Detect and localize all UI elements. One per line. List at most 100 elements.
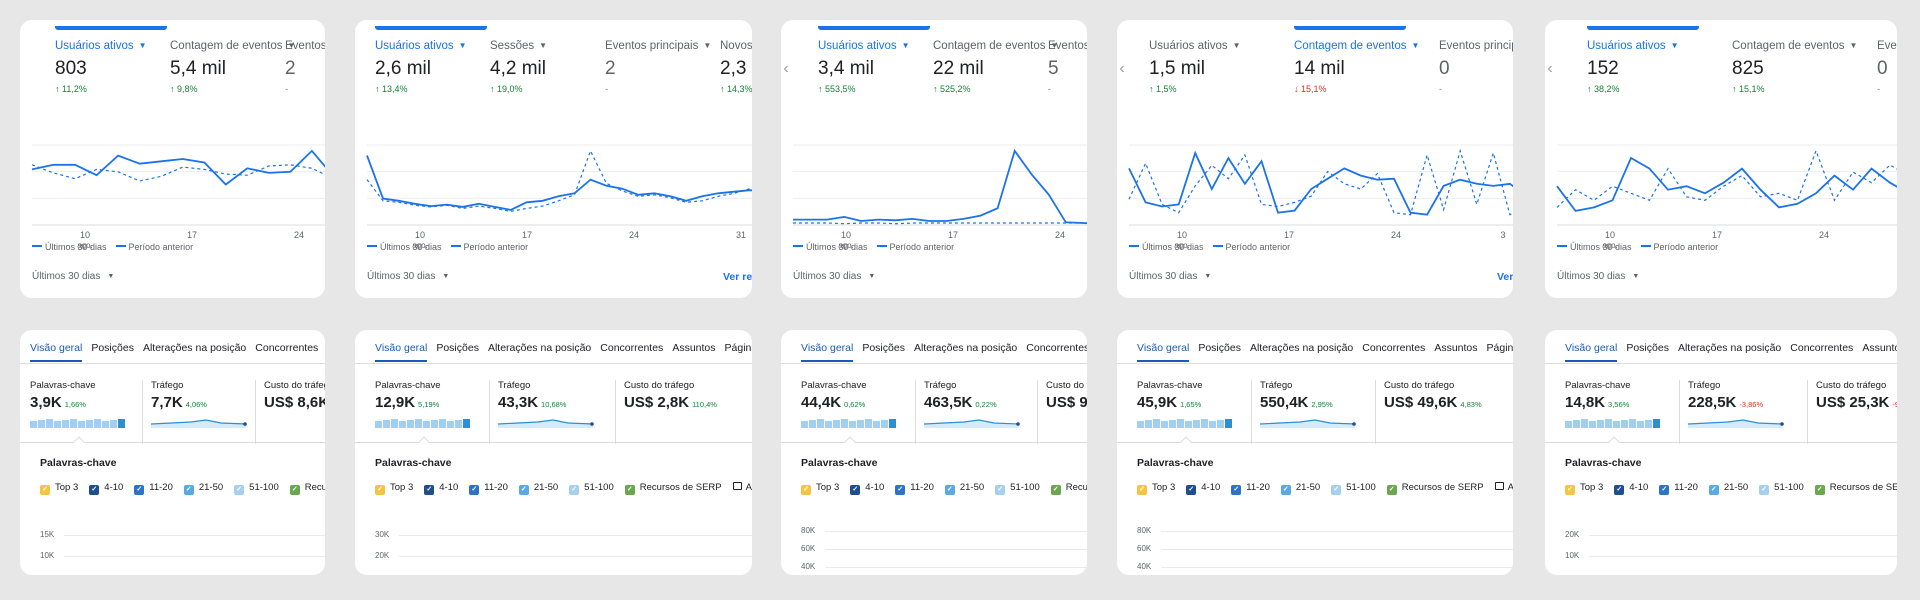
filter-checkbox-4[interactable]: ✓ 51-100	[569, 482, 614, 495]
filter-checkbox-0[interactable]: ✓ Top 3	[375, 482, 413, 495]
tab-2[interactable]: Alterações na posição	[1677, 342, 1782, 354]
metric-tab[interactable]: Eventos principais▼ 0 -	[1439, 20, 1513, 130]
kpi-block[interactable]: Tráfego 7,7K 4,06%	[142, 380, 247, 444]
kpi-block[interactable]: Custo do tráfego US$ 2,8K 110,4%	[615, 380, 752, 444]
tab-4[interactable]: Assuntos	[1434, 342, 1478, 354]
tab-1[interactable]: Posições	[1198, 342, 1241, 354]
caret-down-icon[interactable]: ▼	[138, 41, 147, 50]
kpi-block[interactable]: Custo do tráfego US$ 49,6K 4,83%	[1375, 380, 1513, 444]
tab-3[interactable]: Concorrentes	[1026, 342, 1087, 354]
tab-0[interactable]: Visão geral	[30, 342, 83, 362]
filter-checkbox-3[interactable]: ✓ 21-50	[1708, 482, 1748, 495]
kpi-block[interactable]: Tráfego 550,4K 2,95%	[1251, 380, 1356, 444]
filter-checkbox-4[interactable]: ✓ 51-100	[1759, 482, 1804, 495]
kpi-block[interactable]: Tráfego 463,5K 0,22%	[915, 380, 1020, 444]
filter-checkbox-0[interactable]: ✓ Top 3	[1565, 482, 1603, 495]
filter-checkbox-3[interactable]: ✓ 21-50	[518, 482, 558, 495]
metric-tab[interactable]: Sessões ▼ 4,2 mil ↑ 19,0%	[490, 20, 605, 130]
tab-5[interactable]: Páginas	[1486, 342, 1513, 354]
metric-tab[interactable]: Contagem de eventos ▼ 14 mil ↓ 15,1%	[1294, 20, 1439, 130]
kpi-block[interactable]: Palavras-chave 3,9K 1,66%	[30, 380, 127, 444]
filter-checkbox-2[interactable]: ✓ 11-20	[134, 482, 173, 495]
chevron-left-icon[interactable]: ‹	[1547, 60, 1553, 77]
filter-checkbox-4[interactable]: ✓ 51-100	[1331, 482, 1376, 495]
tab-3[interactable]: Concorrentes	[1790, 342, 1854, 354]
filter-checkbox-5[interactable]: ✓ Recursos de SERP	[289, 482, 325, 495]
metric-tab[interactable]: Contagem de eventos ▼ 22 mil ↑ 525,2%	[933, 20, 1058, 130]
see-summary-link[interactable]: Ver resumo	[723, 271, 752, 283]
metric-tab[interactable]: Usuários ativos ▼ 803 ↑ 11,2%	[55, 20, 170, 130]
period-selector[interactable]: Últimos 30 dias ▼	[1557, 271, 1639, 282]
tab-5[interactable]: Páginas	[724, 342, 752, 354]
metric-tab[interactable]: Usuários ativos ▼ 3,4 mil ↑ 553,5%	[818, 20, 933, 130]
tab-0[interactable]: Visão geral	[1565, 342, 1618, 362]
tab-3[interactable]: Concorrentes	[255, 342, 319, 354]
kpi-block[interactable]: Palavras-chave 44,4K 0,62%	[801, 380, 901, 444]
caret-down-icon[interactable]: ▼	[458, 41, 467, 50]
kpi-block[interactable]: Tráfego 43,3K 10,68%	[489, 380, 594, 444]
caret-down-icon[interactable]: ▼	[703, 41, 712, 50]
caret-down-icon[interactable]: ▼	[901, 41, 910, 50]
caret-down-icon[interactable]: ▼	[539, 41, 548, 50]
period-selector[interactable]: Últimos 30 dias ▼	[1129, 271, 1211, 282]
metric-tab[interactable]: Contagem de eventos ▼ 5,4 mil ↑ 9,8%	[170, 20, 295, 130]
caret-down-icon[interactable]: ▼	[1670, 41, 1679, 50]
metric-tab[interactable]: Eventos principais▼2-	[605, 20, 720, 130]
tab-1[interactable]: Posições	[1626, 342, 1669, 354]
chevron-left-icon[interactable]: ‹	[783, 60, 789, 77]
caret-down-icon[interactable]: ▼	[1050, 41, 1059, 50]
period-selector[interactable]: Últimos 30 dias ▼	[793, 271, 875, 282]
kpi-block[interactable]: Palavras-chave 45,9K 1,65%	[1137, 380, 1237, 444]
filter-checkbox-2[interactable]: ✓ 11-20	[1231, 482, 1270, 495]
kpi-block[interactable]: Custo do tráfego US$ 25,3K-9,85%	[1807, 380, 1897, 444]
caret-down-icon[interactable]: ▼	[287, 41, 296, 50]
filter-checkbox-2[interactable]: ✓ 11-20	[469, 482, 508, 495]
filter-checkbox-1[interactable]: ✓ 4-10	[850, 482, 884, 495]
tab-1[interactable]: Posições	[91, 342, 134, 354]
annotations-toggle[interactable]: Anotações	[1494, 482, 1513, 493]
filter-checkbox-3[interactable]: ✓ 21-50	[1280, 482, 1320, 495]
filter-checkbox-2[interactable]: ✓ 11-20	[895, 482, 934, 495]
metric-tab[interactable]: Eventos principais▼2-	[285, 20, 325, 130]
filter-checkbox-4[interactable]: ✓ 51-100	[234, 482, 279, 495]
filter-checkbox-2[interactable]: ✓ 11-20	[1659, 482, 1698, 495]
filter-checkbox-1[interactable]: ✓ 4-10	[1186, 482, 1220, 495]
see-summary-link[interactable]: Ver	[1497, 271, 1513, 283]
filter-checkbox-1[interactable]: ✓ 4-10	[1614, 482, 1648, 495]
metric-tab[interactable]: Eventos principais▼ 0 -	[1877, 20, 1897, 130]
tab-2[interactable]: Alterações na posição	[1249, 342, 1354, 354]
caret-down-icon[interactable]: ▼	[1411, 41, 1420, 50]
metric-tab[interactable]: Contagem de eventos ▼ 825 ↑ 15,1%	[1732, 20, 1877, 130]
metric-tab[interactable]: Usuários ativos ▼ 1,5 mil ↑ 1,5%	[1149, 20, 1294, 130]
tab-3[interactable]: Concorrentes	[1362, 342, 1426, 354]
filter-checkbox-5[interactable]: ✓ Recursos de SERP	[624, 482, 722, 495]
tab-0[interactable]: Visão geral	[801, 342, 854, 362]
kpi-block[interactable]: Palavras-chave 12,9K 5,19%	[375, 380, 475, 444]
kpi-block[interactable]: Tráfego 228,5K -3,86%	[1679, 380, 1784, 444]
filter-checkbox-1[interactable]: ✓ 4-10	[89, 482, 123, 495]
filter-checkbox-4[interactable]: ✓ 51-100	[995, 482, 1040, 495]
tab-3[interactable]: Concorrentes	[600, 342, 664, 354]
tab-0[interactable]: Visão geral	[1137, 342, 1190, 362]
chevron-left-icon[interactable]: ‹	[1119, 60, 1125, 77]
filter-checkbox-0[interactable]: ✓ Top 3	[1137, 482, 1175, 495]
metric-tab[interactable]: Novos usuários▼ 2,3 mil ↑ 14,3%	[720, 20, 752, 130]
caret-down-icon[interactable]: ▼	[1849, 41, 1858, 50]
tab-0[interactable]: Visão geral	[375, 342, 428, 362]
kpi-block[interactable]: Palavras-chave 14,8K 3,56%	[1565, 380, 1665, 444]
period-selector[interactable]: Últimos 30 dias ▼	[32, 271, 114, 282]
period-selector[interactable]: Últimos 30 dias ▼	[367, 271, 449, 282]
caret-down-icon[interactable]: ▼	[1232, 41, 1241, 50]
tab-2[interactable]: Alterações na posição	[913, 342, 1018, 354]
filter-checkbox-0[interactable]: ✓ Top 3	[801, 482, 839, 495]
metric-tab[interactable]: Usuários ativos ▼ 152 ↑ 38,2%	[1587, 20, 1732, 130]
filter-checkbox-0[interactable]: ✓ Top 3	[40, 482, 78, 495]
metric-tab[interactable]: Usuários ativos ▼ 2,6 mil ↑ 13,4%	[375, 20, 490, 130]
annotations-toggle[interactable]: Anotações	[732, 482, 752, 493]
tab-1[interactable]: Posições	[436, 342, 479, 354]
tab-4[interactable]: Assuntos	[1862, 342, 1897, 354]
kpi-block[interactable]: Custo do tráfego US$ 8,6K	[255, 380, 325, 444]
tab-1[interactable]: Posições	[862, 342, 905, 354]
filter-checkbox-5[interactable]: ✓ Recursos de SERP	[1386, 482, 1484, 495]
filter-checkbox-3[interactable]: ✓ 21-50	[183, 482, 223, 495]
